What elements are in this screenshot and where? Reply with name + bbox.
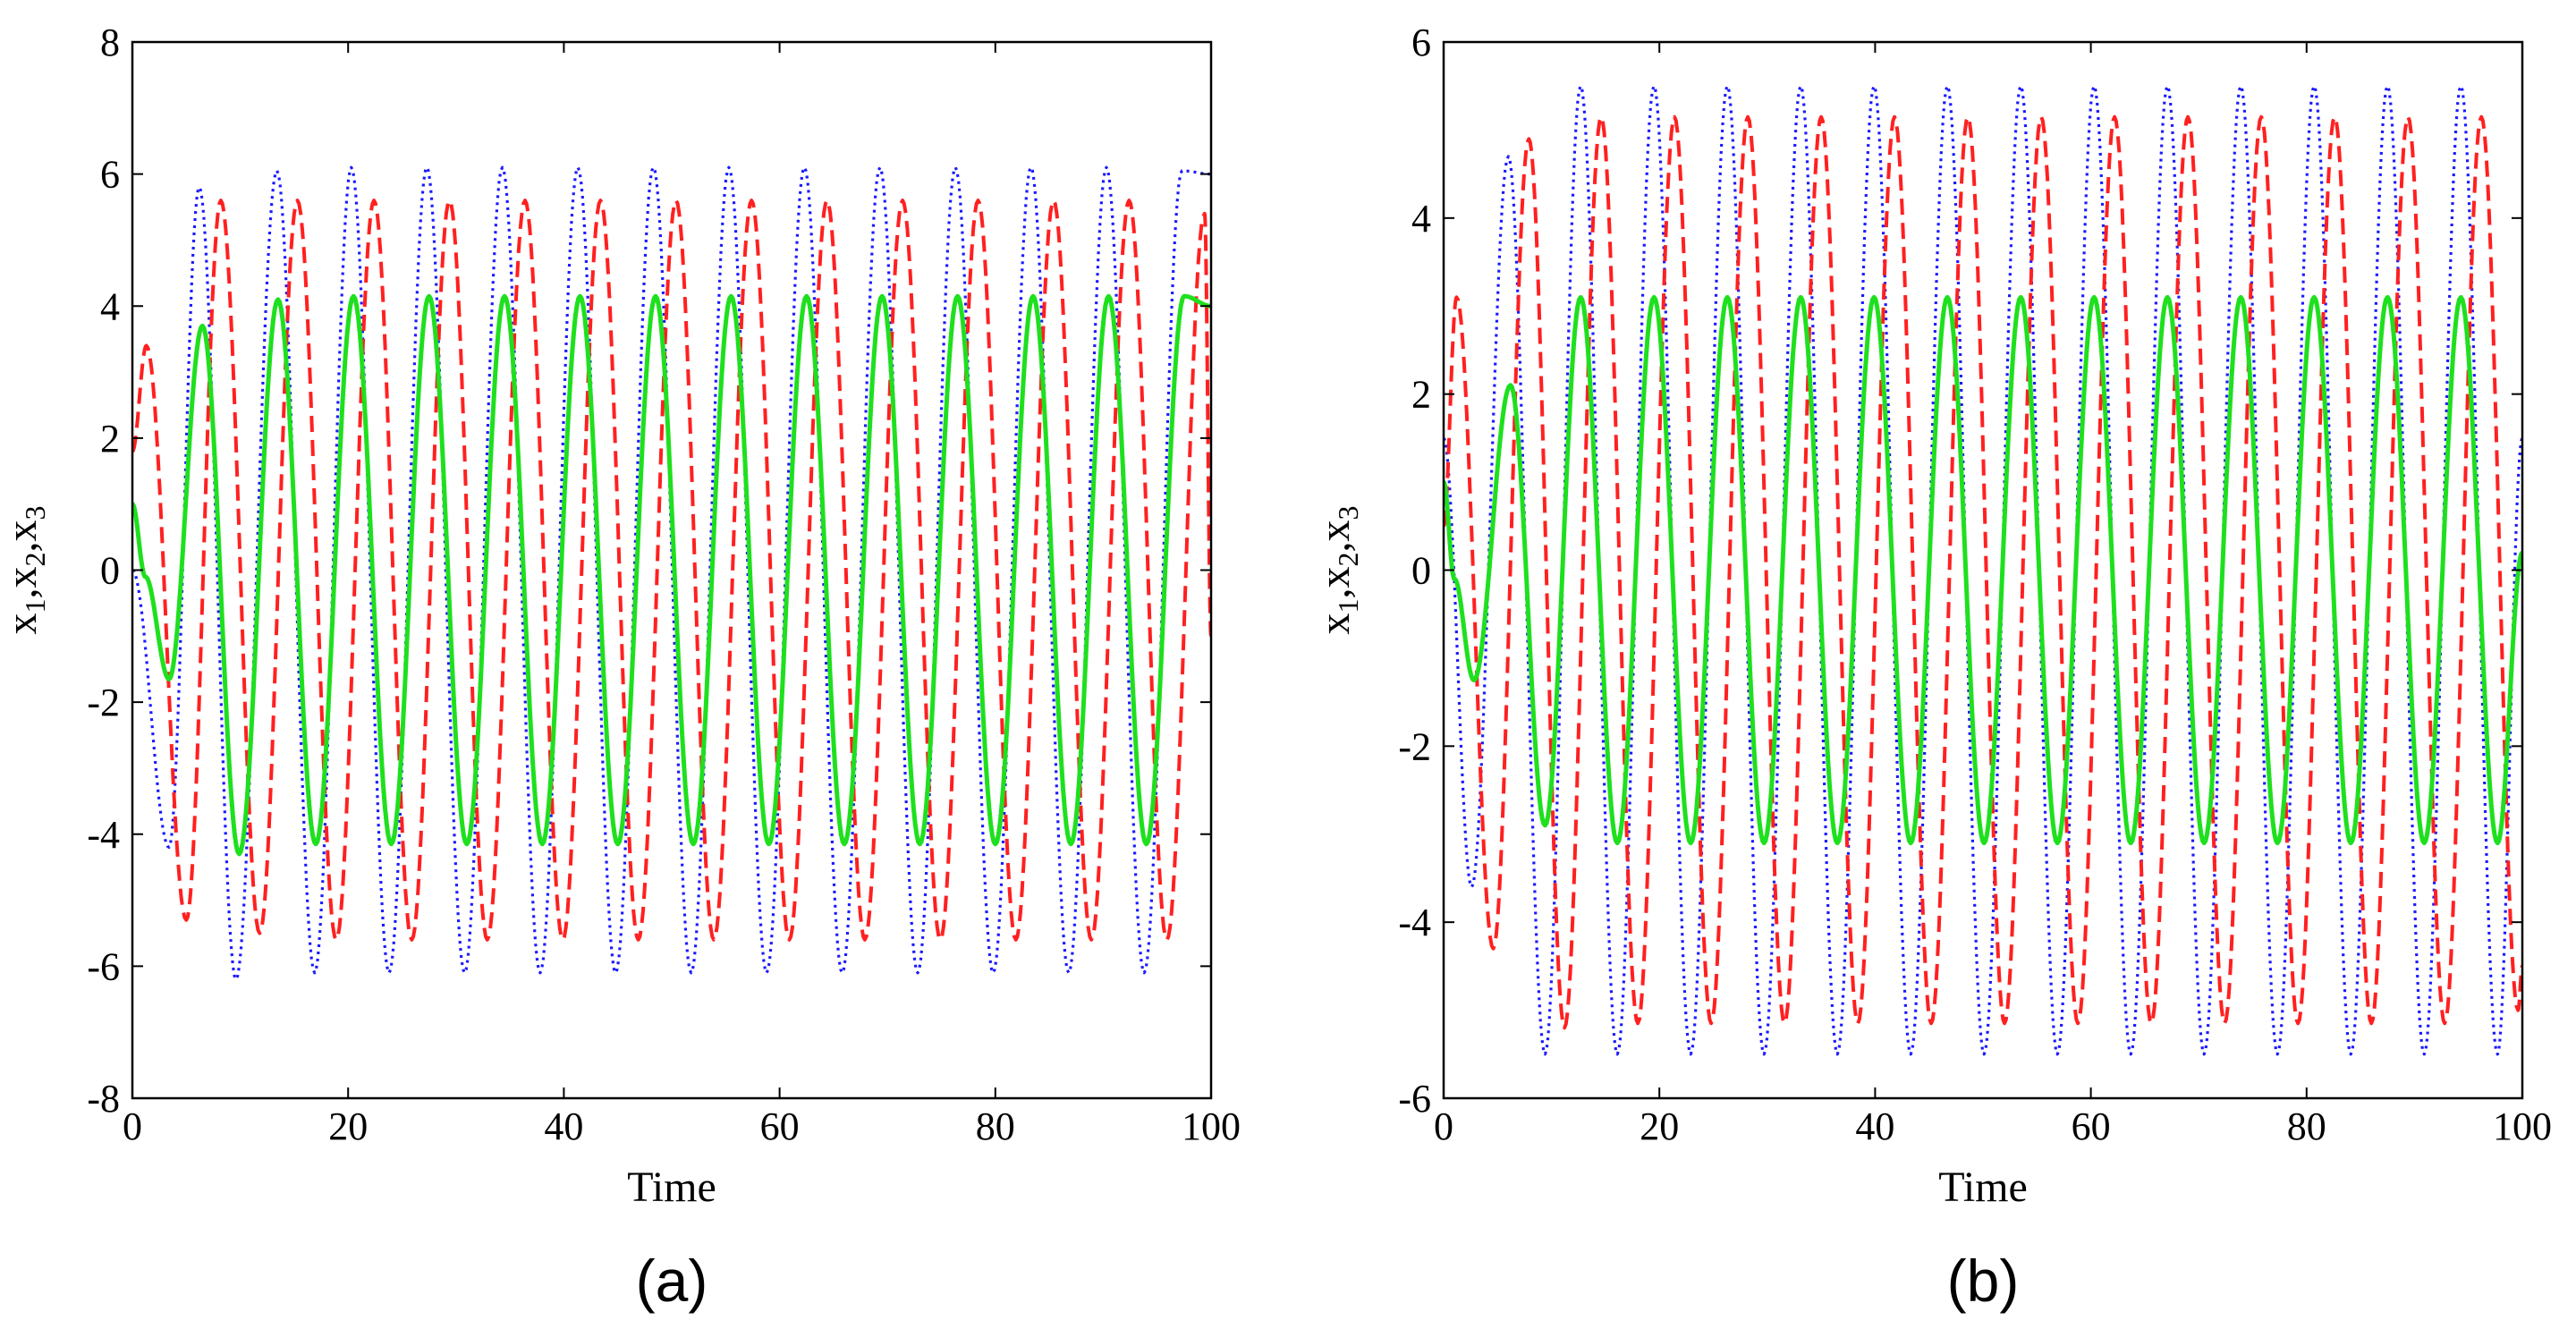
ticks-a: 0 20 40 60 80 100 -8 -6 -4 -2 0 2 4 6 8 (87, 21, 1241, 1148)
y-tick-label: -8 (87, 1077, 120, 1121)
y-label-part: x (1311, 613, 1359, 635)
y-tick-label: -6 (87, 944, 120, 988)
y-tick-label: -4 (87, 813, 120, 857)
x-tick-label: 80 (976, 1104, 1015, 1148)
y-tick-label: 4 (100, 284, 120, 328)
x-tick-label: 60 (2072, 1104, 2111, 1148)
y-label-sub: 3 (1332, 506, 1364, 520)
x-tick-label: 100 (2493, 1104, 2552, 1148)
axes-frame-b (1442, 40, 2524, 1100)
series-line-x1-b (1444, 84, 2522, 1056)
series-line-x1-a (132, 165, 1211, 981)
y-tick-label: 4 (1411, 197, 1431, 241)
y-label-sub: 3 (19, 506, 51, 520)
x-axis-label-a: Time (627, 1164, 716, 1211)
panel-label-a: (a) (636, 1248, 708, 1314)
plot-area-b (1444, 84, 2522, 1056)
y-tick-label: 8 (100, 21, 120, 64)
y-label-part: ,x (0, 520, 46, 553)
y-label-part: ,x (1311, 520, 1359, 553)
y-label-part: ,x (1311, 567, 1359, 599)
y-tick-label: 2 (1411, 373, 1431, 417)
plot-area-a (132, 165, 1211, 981)
x-axis-label-b: Time (1938, 1164, 2028, 1211)
x-tick-label: 20 (1640, 1104, 1679, 1148)
ticks-b: 0 20 40 60 80 100 -6 -4 -2 0 2 4 6 (1398, 21, 2552, 1148)
x-tick-label: 40 (544, 1104, 583, 1148)
series-line-x2-a (132, 199, 1211, 942)
panel-label-b: (b) (1947, 1248, 2020, 1314)
series-line-x2-b (1444, 114, 2522, 1030)
y-tick-label: -2 (1398, 724, 1431, 768)
y-axis-label-b: x1,x2,x3 (1311, 506, 1364, 635)
y-label-sub: 1 (1332, 599, 1364, 613)
y-tick-label: 2 (100, 417, 120, 461)
y-label-sub: 2 (1332, 553, 1364, 567)
x-tick-label: 40 (1855, 1104, 1894, 1148)
y-tick-label: 6 (1411, 21, 1431, 64)
y-label-part: x (0, 613, 46, 635)
series-line-x3-b (1444, 294, 2522, 846)
y-tick-label: -4 (1398, 901, 1431, 944)
y-tick-label: -6 (1398, 1077, 1431, 1121)
x-tick-label: 60 (760, 1104, 800, 1148)
y-tick-label: 0 (100, 549, 120, 593)
x-tick-label: 80 (2287, 1104, 2326, 1148)
y-label-sub: 2 (19, 553, 51, 567)
x-tick-label: 0 (123, 1104, 142, 1148)
y-axis-label-a: x1,x2,x3 (0, 506, 51, 635)
series-line-x3-a (132, 293, 1211, 857)
x-tick-label: 100 (1182, 1104, 1241, 1148)
x-tick-label: 0 (1434, 1104, 1453, 1148)
y-label-part: ,x (0, 567, 46, 599)
y-label-sub: 1 (19, 599, 51, 613)
y-tick-label: -2 (87, 681, 120, 724)
y-tick-label: 6 (100, 153, 120, 197)
y-tick-label: 0 (1411, 549, 1431, 593)
x-tick-label: 20 (328, 1104, 368, 1148)
